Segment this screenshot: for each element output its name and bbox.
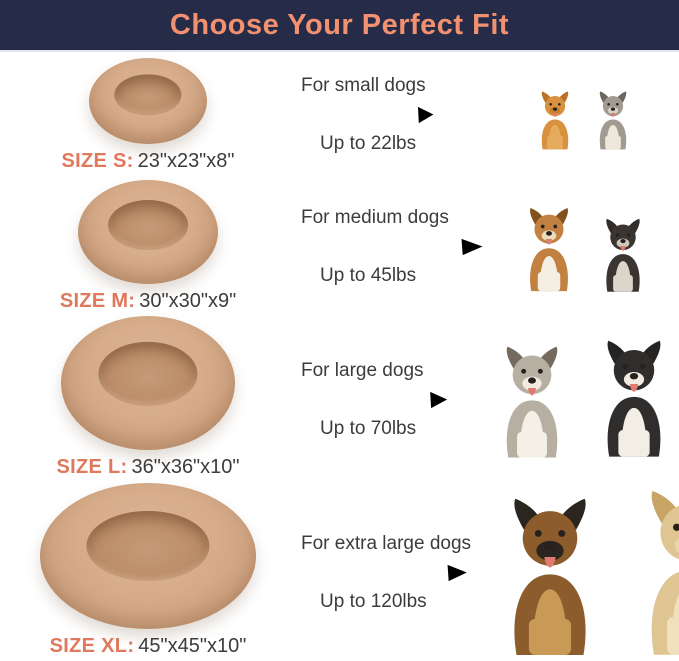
bed-column-small: SIZE S: 23"x23"x8" (0, 52, 296, 176)
yorkshire-terrier-icon (599, 91, 626, 150)
right-arrow-icon (299, 238, 483, 256)
german-shepherd-icon (514, 498, 586, 655)
right-arrow-icon (298, 106, 434, 124)
dog-bed-photo-medium (78, 180, 218, 284)
weight-text: Up to 45lbs (320, 265, 417, 286)
bed-hole (114, 74, 182, 116)
dogs-column-small (488, 52, 679, 176)
bed-hole (86, 510, 210, 581)
info-column-medium: For medium dogs Up to 45lbs (296, 176, 488, 316)
weight-text: Up to 22lbs (320, 133, 417, 154)
size-row-small: SIZE S: 23"x23"x8" For small dogs Up to 2… (0, 52, 679, 176)
size-label-small: SIZE S: 23"x23"x8" (61, 150, 234, 173)
page-title: Choose Your Perfect Fit (169, 8, 510, 41)
bed-column-large: SIZE L: 36"x36"x10" (0, 316, 296, 482)
size-tag: SIZE L: (56, 456, 128, 478)
size-label-extra-large: SIZE XL: 45"x45"x10" (50, 635, 247, 658)
info-column-extra-large: For extra large dogs Up to 120lbs (296, 482, 488, 661)
size-label-large: SIZE L: 36"x36"x10" (56, 456, 239, 479)
dog-bed-photo-large (61, 316, 235, 450)
bed-column-extra-large: SIZE XL: 45"x45"x10" (0, 482, 296, 661)
size-tag: SIZE S: (61, 150, 134, 172)
size-label-medium: SIZE M: 30"x30"x9" (60, 290, 236, 313)
pomeranian-icon (541, 91, 568, 150)
info-column-large: For large dogs Up to 70lbs (296, 316, 488, 482)
dogs-column-extra-large (488, 482, 679, 661)
dogs-column-medium (488, 176, 679, 316)
border-collie-icon (607, 341, 661, 458)
fit-text: For extra large dogs (301, 532, 472, 554)
size-dimensions: 23"x23"x8" (137, 150, 235, 172)
weight-text: Up to 120lbs (320, 590, 427, 612)
golden-retriever-icon (651, 490, 679, 655)
info-column-small: For small dogs Up to 22lbs (296, 52, 488, 176)
right-arrow-icon (299, 564, 467, 581)
bed-hole (98, 341, 198, 406)
beagle-icon (529, 208, 568, 292)
bed-column-medium: SIZE M: 30"x30"x9" (0, 176, 296, 316)
bed-hole (108, 199, 188, 250)
dog-bed-photo-extra-large (40, 483, 256, 629)
australian-shepherd-icon (506, 346, 558, 458)
header-banner: Choose Your Perfect Fit (0, 0, 679, 52)
french-bulldog-icon (605, 218, 640, 292)
size-dimensions: 30"x30"x9" (139, 290, 237, 312)
size-dimensions: 36"x36"x10" (131, 456, 240, 478)
size-row-large: SIZE L: 36"x36"x10" For large dogs Up to … (0, 316, 679, 482)
dogs-column-large (488, 316, 679, 482)
weight-text: Up to 70lbs (320, 418, 417, 439)
fit-text: For medium dogs (301, 207, 449, 228)
size-dimensions: 45"x45"x10" (138, 635, 247, 657)
size-tag: SIZE XL: (49, 635, 135, 657)
size-row-medium: SIZE M: 30"x30"x9" For medium dogs Up to … (0, 176, 679, 316)
fit-text: For large dogs (301, 360, 424, 381)
right-arrow-icon (298, 391, 448, 409)
size-row-extra-large: SIZE XL: 45"x45"x10" For extra large dogs… (0, 482, 679, 661)
fit-text: For small dogs (301, 75, 426, 96)
size-tag: SIZE M: (59, 290, 136, 312)
dog-bed-photo-small (89, 58, 207, 144)
